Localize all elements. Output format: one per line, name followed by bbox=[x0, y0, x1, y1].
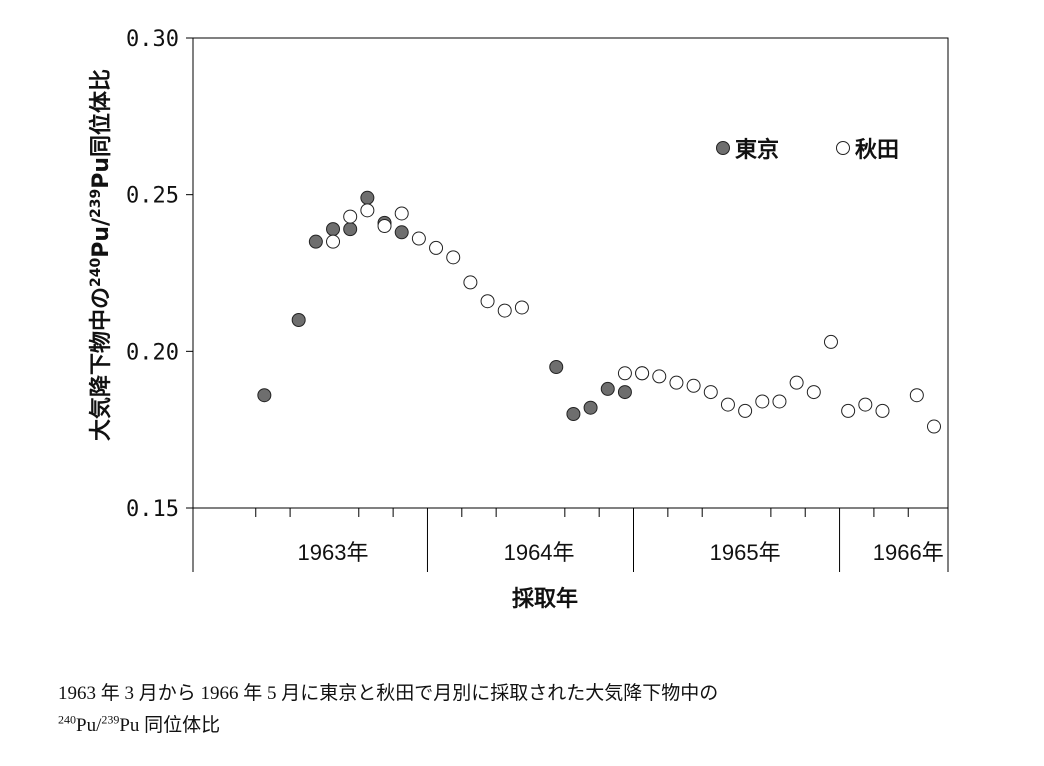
data-point bbox=[480, 294, 495, 309]
data-point bbox=[720, 397, 735, 412]
data-point bbox=[497, 303, 512, 318]
data-point bbox=[429, 240, 444, 255]
caption-sup-239: 239 bbox=[101, 712, 120, 727]
caption-sup-240: 240 bbox=[58, 712, 76, 727]
y-axis-title-pu-1: Pu/ bbox=[89, 217, 114, 258]
data-point bbox=[394, 206, 409, 221]
y-tick-label: 0.20 bbox=[126, 340, 179, 365]
legend-label: 秋田 bbox=[855, 138, 899, 163]
data-point bbox=[566, 407, 581, 421]
data-point bbox=[635, 366, 650, 381]
data-point bbox=[326, 234, 341, 249]
data-point bbox=[617, 385, 632, 400]
data-point bbox=[446, 250, 461, 265]
data-point bbox=[772, 394, 787, 409]
y-tick-label: 0.25 bbox=[126, 184, 179, 209]
y-axis-title-main: 大気降下物中の bbox=[88, 287, 114, 441]
data-point bbox=[617, 366, 632, 381]
plot-border bbox=[192, 37, 949, 509]
data-point bbox=[343, 222, 358, 237]
data-point bbox=[360, 203, 375, 218]
caption-pu: Pu/ bbox=[76, 715, 102, 736]
data-point bbox=[291, 313, 306, 327]
data-point bbox=[549, 360, 564, 374]
data-point bbox=[927, 419, 941, 434]
y-tick-label: 0.15 bbox=[126, 497, 179, 522]
caption-line-1: 1963 年 3 月から 1966 年 5 月に東京と秋田で月別に採取された大気… bbox=[58, 683, 719, 704]
y-axis-title-end: Pu同位体比 bbox=[88, 69, 114, 189]
data-point bbox=[703, 385, 718, 400]
data-point bbox=[343, 209, 358, 224]
data-point bbox=[789, 375, 804, 390]
caption-end: Pu 同位体比 bbox=[119, 715, 221, 736]
data-point bbox=[326, 222, 341, 237]
data-point bbox=[738, 403, 753, 418]
data-point bbox=[652, 369, 667, 384]
year-label: 1963年 bbox=[298, 540, 369, 565]
y-axis-title-sup-240: 240 bbox=[88, 258, 104, 287]
legend-label: 東京 bbox=[735, 137, 779, 163]
year-label: 1966年 bbox=[873, 540, 944, 565]
y-axis-title-sup-239: 239 bbox=[88, 189, 104, 218]
data-point bbox=[600, 381, 615, 396]
year-label: 1965年 bbox=[710, 540, 781, 565]
legend-marker bbox=[836, 141, 850, 155]
data-point bbox=[823, 334, 838, 349]
year-label: 1964年 bbox=[504, 540, 575, 565]
data-point bbox=[257, 388, 272, 403]
y-tick-label: 0.30 bbox=[126, 27, 179, 52]
figure-caption: 1963 年 3 月から 1966 年 5 月に東京と秋田で月別に採取された大気… bbox=[58, 678, 1018, 742]
data-point bbox=[583, 400, 598, 415]
legend: 東京 秋田 bbox=[716, 137, 899, 163]
data-point bbox=[806, 385, 821, 400]
data-point bbox=[909, 388, 924, 403]
data-point bbox=[514, 300, 529, 315]
data-point bbox=[858, 397, 873, 412]
data-point bbox=[875, 403, 890, 418]
data-point bbox=[308, 234, 323, 249]
data-point bbox=[669, 375, 684, 390]
data-point bbox=[360, 190, 375, 205]
data-point bbox=[411, 231, 426, 246]
data-point bbox=[686, 378, 701, 393]
chart-points bbox=[257, 190, 941, 434]
data-point bbox=[394, 225, 409, 240]
chart-axes: 0.30 0.25 0.20 0.15 1963年 1964年 1965年 1966年 bbox=[126, 27, 949, 572]
data-point bbox=[463, 275, 478, 290]
data-point bbox=[377, 219, 392, 233]
legend-marker bbox=[716, 141, 730, 155]
data-point bbox=[755, 394, 770, 409]
y-axis-title: 大気降下物中の240Pu/239Pu同位体比 bbox=[88, 69, 114, 441]
x-axis-title: 採取年 bbox=[512, 586, 578, 612]
data-point bbox=[841, 403, 856, 418]
